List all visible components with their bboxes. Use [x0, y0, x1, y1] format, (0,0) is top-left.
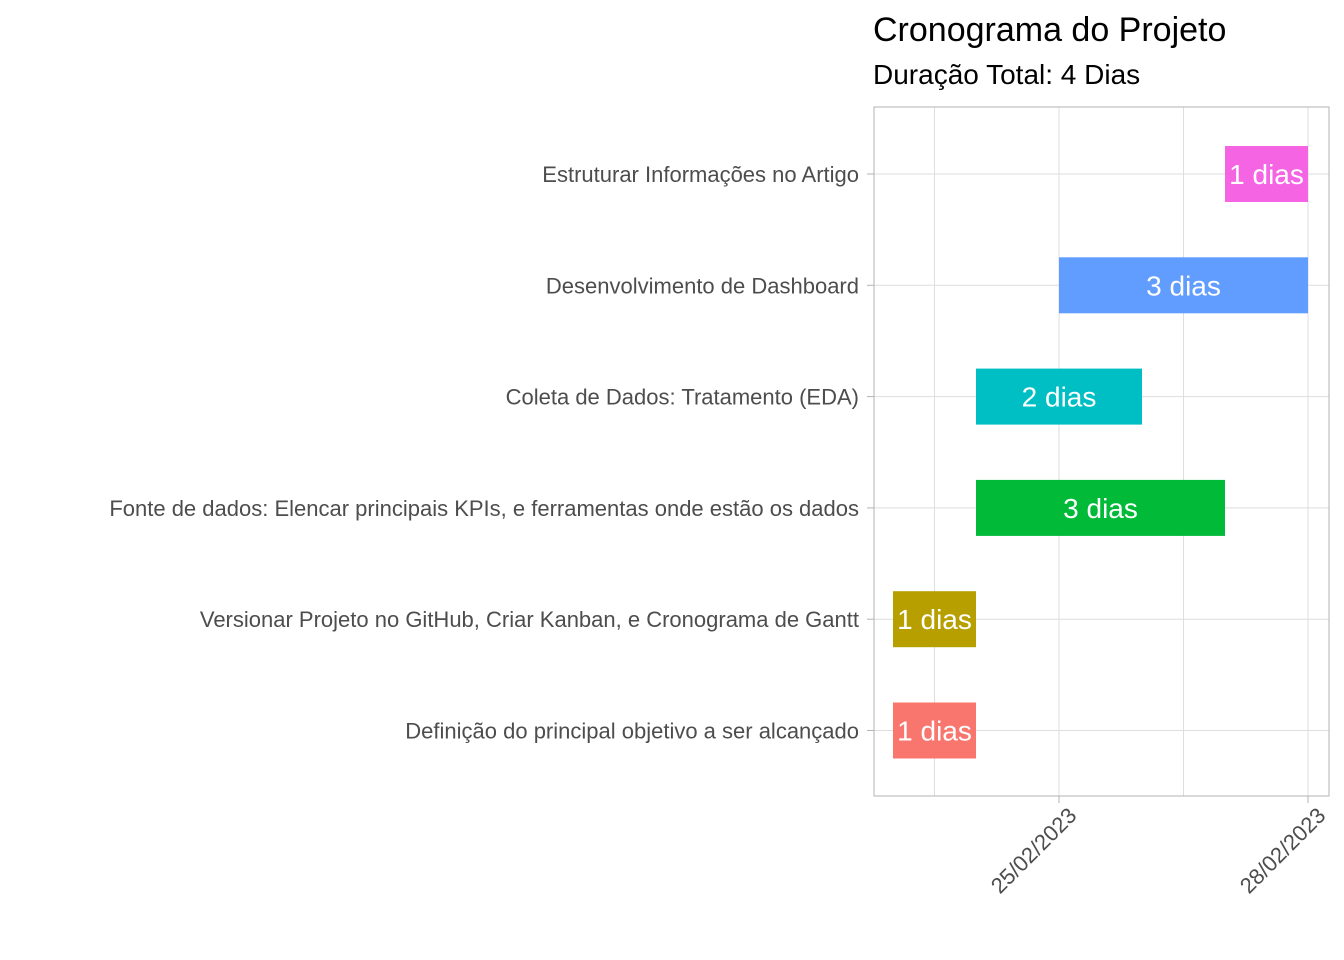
task-name-label: Estruturar Informações no Artigo [542, 162, 859, 187]
task-bar [1059, 257, 1308, 314]
x-axis-tick-label: 25/02/2023 [986, 803, 1082, 899]
x-axis-tick-label: 28/02/2023 [1235, 803, 1331, 899]
task-bar-label: 3 dias [1063, 493, 1138, 524]
task-name-label: Fonte de dados: Elencar principais KPIs,… [109, 496, 859, 521]
grid-lines [874, 107, 1329, 796]
task-bar [976, 479, 1225, 536]
task-bar-label: 2 dias [1022, 382, 1097, 413]
task-bar [976, 368, 1142, 425]
task-name-label: Definição do principal objetivo a ser al… [405, 719, 859, 744]
task-name-label: Versionar Projeto no GitHub, Criar Kanba… [200, 607, 859, 632]
task-bar [1225, 146, 1308, 202]
chart-title: Cronograma do Projeto [873, 11, 1226, 49]
task-bar-label: 1 dias [1229, 159, 1304, 190]
panel-border [873, 106, 1330, 797]
task-name-label: Desenvolvimento de Dashboard [546, 273, 859, 298]
chart-subtitle: Duração Total: 4 Dias [873, 59, 1140, 90]
task-bars: 1 dias 1 dias 3 dias 2 dias 3 dias 1 dias [893, 146, 1308, 759]
task-name-label: Coleta de Dados: Tratamento (EDA) [506, 385, 859, 410]
task-labels: Definição do principal objetivo a ser al… [109, 162, 874, 744]
task-bar [893, 702, 976, 759]
task-bar [893, 591, 976, 648]
task-bar-label: 1 dias [897, 604, 972, 635]
x-axis-ticks: 25/02/2023 28/02/2023 [986, 796, 1331, 899]
task-bar-label: 1 dias [897, 716, 972, 747]
task-bar-label: 3 dias [1146, 270, 1221, 301]
